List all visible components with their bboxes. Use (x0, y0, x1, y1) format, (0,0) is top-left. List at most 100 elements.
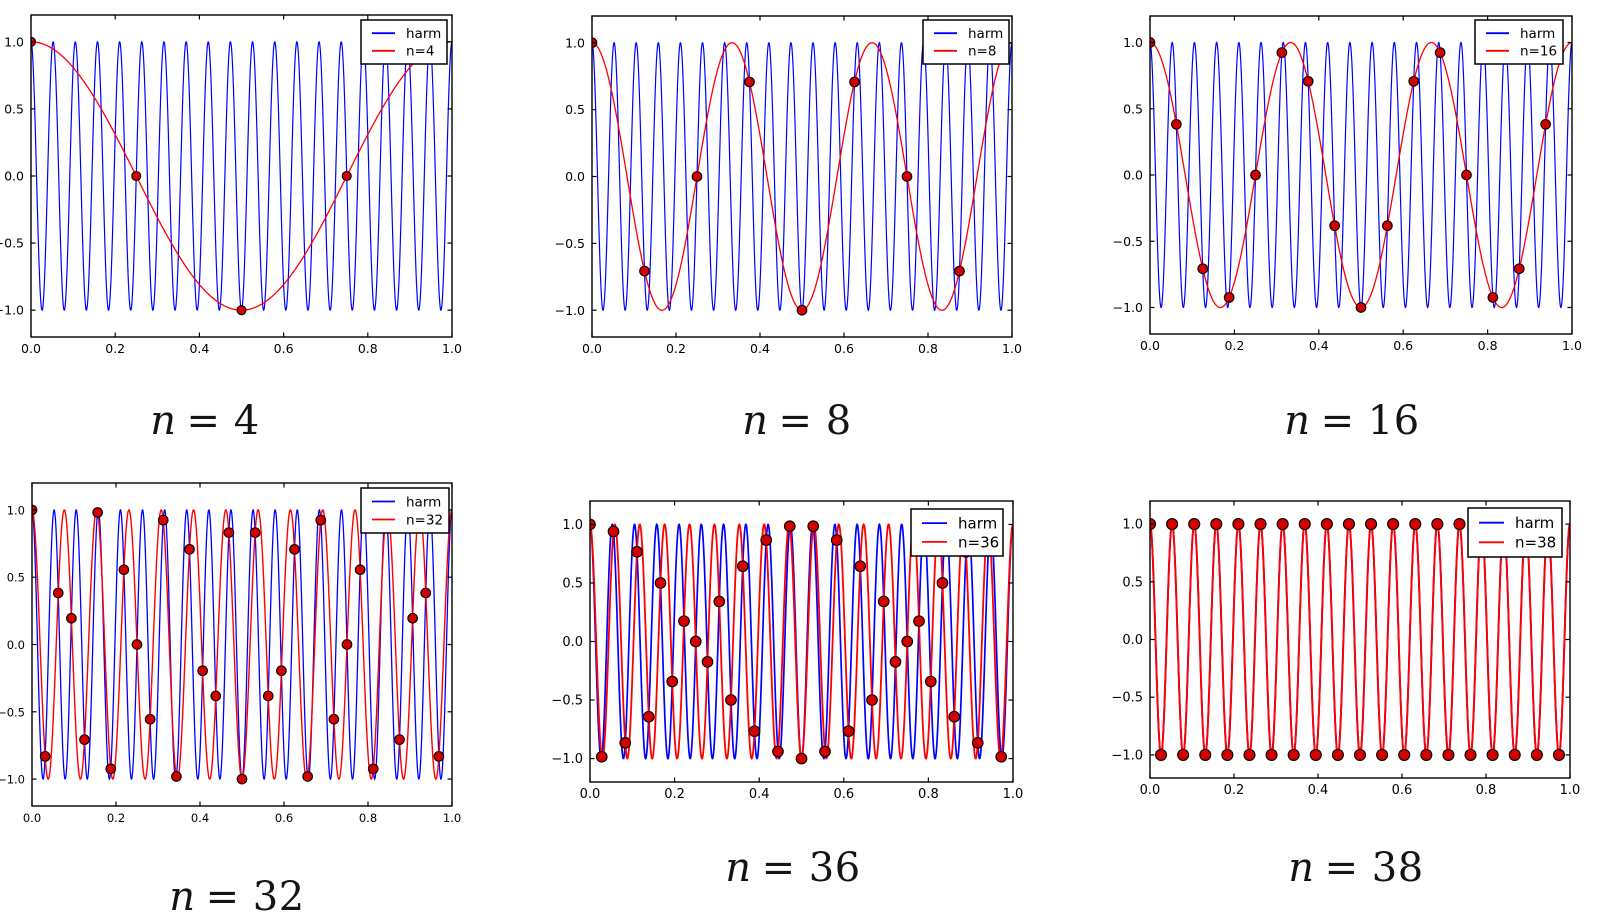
legend-box (1467, 507, 1563, 558)
sample-marker (1250, 169, 1261, 181)
x-tick-label: 1.0 (1560, 783, 1581, 798)
plot-area (1150, 518, 1570, 761)
harm-curve (1150, 41, 1572, 309)
x-tick-label: 0.4 (189, 341, 209, 356)
sample-marker (52, 587, 64, 599)
sample-marker (407, 612, 419, 624)
sample-marker (66, 612, 77, 624)
sample-marker (144, 713, 156, 725)
sample-marker (642, 710, 655, 723)
y-tick-label: −0.5 (551, 694, 583, 709)
sample-marker (796, 304, 808, 316)
sample-marker (639, 265, 650, 277)
legend: harm n=38 (1467, 507, 1563, 558)
subplot-title-n32: n = 32 (169, 874, 304, 920)
title-variable: n (1288, 845, 1315, 891)
sample-marker (171, 771, 182, 782)
sample-marker (1442, 748, 1455, 761)
title-value: = 32 (205, 874, 305, 920)
sample-marker (1298, 518, 1311, 531)
x-tick-label: 0.8 (918, 341, 938, 356)
legend: harm n=32 (360, 487, 450, 534)
sample-marker (1552, 748, 1566, 761)
x-tick-label: 0.8 (1478, 338, 1498, 353)
plot-n36: 0.0 0.2 0.4 0.6 0.8 1.0 1.0 0.5 0.0 −0.5 −1.0 harmn… (551, 500, 1023, 802)
sample-marker (1342, 518, 1355, 531)
subplot-title-n4: n = 4 (150, 398, 259, 444)
sample-marker (1302, 75, 1314, 87)
sample-marker (1530, 748, 1543, 761)
x-tick-label: 0.6 (834, 341, 854, 356)
sample-marker (276, 665, 287, 677)
subplot-title-n16: n = 16 (1284, 398, 1419, 444)
sample-marker (713, 595, 726, 608)
x-tick-label: 0.2 (666, 341, 686, 356)
alias-curve (1150, 522, 1570, 757)
sample-marker (936, 577, 949, 589)
sample-marker (341, 170, 352, 182)
sample-marker (995, 750, 1008, 763)
y-tick-label: 0.0 (1122, 633, 1143, 648)
legend-harm-label: harm (1515, 514, 1554, 532)
legend-box (922, 19, 1010, 65)
plot-n4: 0.0 0.2 0.4 0.6 0.8 1.0 1.0 0.5 0.0 −0.5 −1.0 harm n… (0, 14, 462, 356)
sample-marker (157, 514, 169, 526)
sample-marker (236, 305, 247, 316)
sample-marker (1197, 263, 1209, 275)
sample-marker (1355, 302, 1367, 313)
x-tick-label: 0.0 (21, 341, 41, 356)
sample-marker (619, 737, 632, 749)
sample-marker (184, 543, 195, 555)
sample-marker (807, 520, 820, 533)
plot-area (32, 504, 452, 785)
sample-marker (901, 171, 913, 182)
y-tick-label: −1.0 (0, 303, 24, 318)
x-tick-label: 0.8 (358, 341, 378, 356)
sample-marker (1434, 47, 1446, 58)
sample-marker (249, 527, 261, 538)
harm-curve (592, 41, 1012, 312)
sample-marker (1508, 748, 1521, 761)
sample-marker (1382, 220, 1393, 232)
legend-alias-label: n=16 (1520, 44, 1557, 60)
title-variable: n (742, 398, 769, 444)
sample-marker (772, 745, 784, 758)
sample-marker (954, 265, 965, 277)
sample-marker (236, 773, 248, 785)
sample-marker (328, 713, 340, 725)
x-tick-label: 0.0 (580, 787, 601, 802)
title-value: = 16 (1320, 398, 1420, 444)
title-variable: n (1284, 398, 1311, 444)
x-tick-label: 0.0 (582, 341, 602, 356)
sample-marker (118, 564, 130, 576)
harm-curve (31, 40, 452, 312)
sample-marker (1154, 748, 1168, 761)
x-tick-label: 0.2 (664, 787, 685, 802)
title-value: = 36 (761, 845, 861, 891)
sample-marker (1188, 518, 1201, 531)
legend-box (1474, 19, 1564, 65)
legend-harm-label: harm (968, 26, 1003, 42)
sample-marker (1223, 292, 1235, 303)
sample-marker (795, 752, 808, 765)
sample-marker (877, 595, 890, 608)
y-tick-label: 0.5 (1123, 101, 1143, 116)
sample-marker (1232, 518, 1245, 531)
sample-marker (354, 564, 366, 576)
sample-marker (1513, 263, 1525, 275)
x-tick-label: 0.4 (749, 787, 770, 802)
sample-marker (748, 725, 761, 738)
sample-marker (1166, 518, 1179, 531)
x-tick-label: 0.6 (274, 341, 294, 356)
sample-marker (1464, 748, 1477, 761)
plot-area (592, 37, 1012, 316)
legend-box (910, 508, 1004, 557)
plot-area (1150, 37, 1572, 313)
legend: harm n=4 (360, 19, 448, 65)
harm-curve (32, 508, 452, 781)
y-tick-label: −0.5 (0, 705, 25, 719)
title-variable: n (725, 845, 752, 891)
y-tick-label: −1.0 (555, 303, 585, 318)
sample-marker (1486, 748, 1499, 761)
x-tick-label: 1.0 (442, 341, 462, 356)
